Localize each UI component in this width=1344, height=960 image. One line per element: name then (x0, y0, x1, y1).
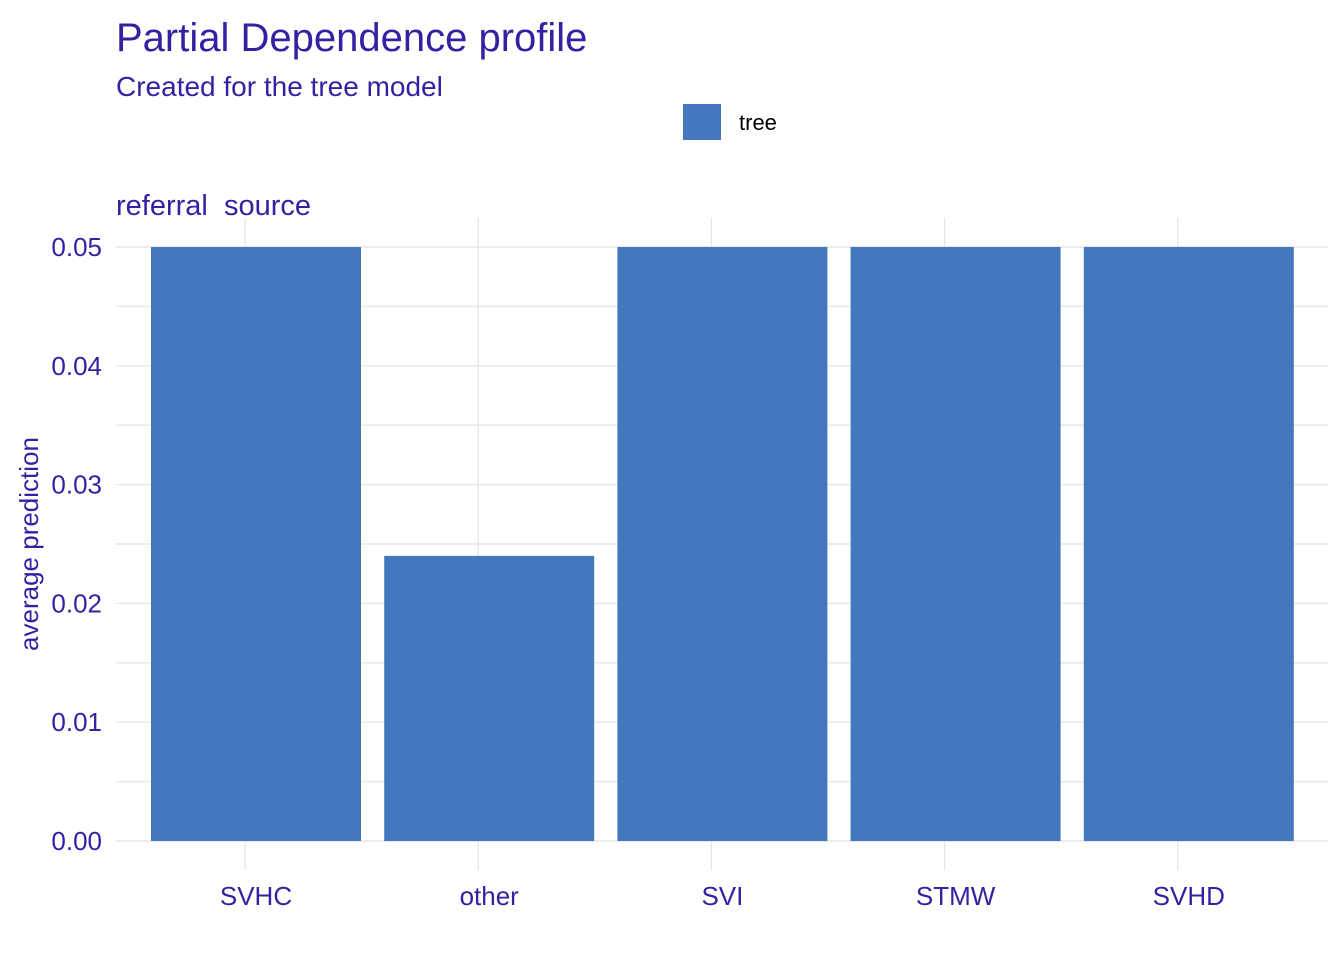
ticks-layer: 0.00 0.01 0.02 0.03 0.04 0.05 SVHC other SVI STMW… (51, 232, 1225, 911)
y-tick-label: 0.00 (51, 826, 102, 856)
chart-subtitle: Created for the tree model (116, 71, 443, 102)
x-tick-label: SVI (701, 881, 743, 911)
y-tick-label: 0.03 (51, 470, 102, 500)
y-tick-label: 0.01 (51, 707, 102, 737)
chart-title: Partial Dependence profile (116, 16, 587, 60)
y-tick-label: 0.02 (51, 588, 102, 618)
y-axis-label: average prediction (14, 437, 44, 651)
x-tick-label: STMW (916, 881, 996, 911)
bar-svi (617, 247, 828, 841)
legend-label: tree (739, 110, 777, 135)
y-tick-label: 0.05 (51, 232, 102, 262)
bar-svhd (1083, 247, 1294, 841)
bar-svhc (151, 247, 361, 841)
bar-other (384, 555, 595, 841)
x-tick-label: SVHC (220, 881, 292, 911)
legend-swatch (683, 104, 721, 140)
x-tick-label: SVHD (1153, 881, 1225, 911)
bar-stmw (850, 247, 1061, 841)
text-layer: Partial Dependence profile Created for t… (14, 16, 587, 651)
x-tick-label: other (460, 881, 520, 911)
legend: tree (683, 104, 777, 140)
bars-layer (151, 247, 1294, 841)
panel-title: referral source (116, 190, 311, 222)
y-tick-label: 0.04 (51, 351, 102, 381)
